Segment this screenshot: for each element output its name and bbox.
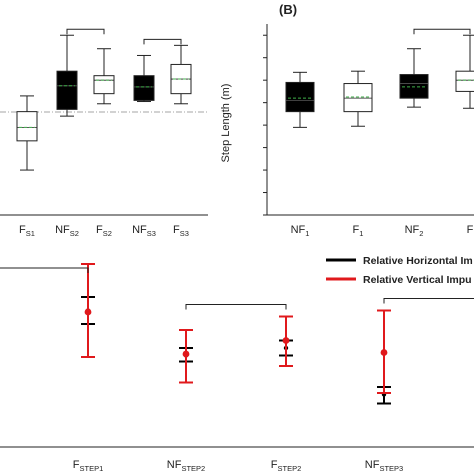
- box: [16, 111, 38, 142]
- box: [56, 70, 78, 110]
- category-label-subscript: STEP2: [277, 464, 301, 473]
- mean-point: [282, 337, 290, 344]
- category-label: NF1: [291, 224, 310, 238]
- category-label-subscript: S3: [180, 229, 189, 238]
- box: [343, 83, 373, 113]
- category-label-main: NF: [365, 459, 380, 471]
- impulse-errorbar-panel: Relative Horizontal Im Relative Vertical…: [0, 255, 474, 473]
- category-label: NFS2: [55, 224, 79, 238]
- category-label-subscript: 1: [359, 229, 363, 238]
- category-label-subscript: S3: [147, 229, 156, 238]
- category-label-main: F: [173, 224, 180, 236]
- category-label-main: F: [467, 224, 474, 236]
- category-label-subscript: STEP1: [79, 464, 103, 473]
- left-boxplot-panel: FS1 NFS2 FS2 NFS3 FS3: [0, 28, 208, 238]
- category-label-main: F: [19, 224, 26, 236]
- category-label-main: NF: [291, 224, 306, 236]
- category-label: FS3: [173, 224, 189, 238]
- legend: Relative Horizontal Im Relative Vertical…: [326, 255, 473, 286]
- category-label-main: NF: [405, 224, 420, 236]
- significance-bracket: [413, 28, 471, 35]
- category-label-main: F: [353, 224, 360, 236]
- category-label-subscript: STEP2: [181, 464, 205, 473]
- category-label: NFSTEP2: [167, 459, 205, 473]
- box: [399, 74, 429, 99]
- category-label-subscript: STEP3: [379, 464, 403, 473]
- category-label-subscript: S2: [70, 229, 79, 238]
- significance-bracket: [143, 38, 182, 45]
- category-label: FSTEP2: [271, 459, 302, 473]
- box: [93, 75, 115, 95]
- category-label: NF2: [405, 224, 424, 238]
- category-label: FS1: [19, 224, 35, 238]
- step-length-panel: (B) Step Length (m) NF1 F1 NF2 F: [220, 2, 474, 238]
- significance-bracket: [383, 298, 474, 304]
- significance-bracket: [0, 267, 89, 273]
- category-label: F: [467, 224, 474, 236]
- category-label-subscript: S1: [26, 229, 35, 238]
- category-label-main: F: [271, 459, 278, 471]
- significance-bracket: [185, 304, 287, 310]
- category-label: NFSTEP3: [365, 459, 403, 473]
- category-label-subscript: S2: [103, 229, 112, 238]
- y-axis-title: Step Length (m): [220, 84, 232, 163]
- category-label-main: F: [96, 224, 103, 236]
- mean-point: [182, 350, 190, 358]
- panel-b-label: (B): [279, 2, 297, 17]
- category-label: F1: [353, 224, 364, 238]
- box: [285, 81, 315, 113]
- mean-point: [84, 308, 92, 316]
- legend-label-vertical: Relative Vertical Impu: [363, 274, 472, 286]
- category-label: FSTEP1: [73, 459, 104, 473]
- category-label: NFS3: [132, 224, 156, 238]
- category-label-subscript: 1: [305, 229, 309, 238]
- significance-bracket: [66, 28, 105, 35]
- category-label-subscript: 2: [419, 229, 423, 238]
- category-label-main: NF: [167, 459, 182, 471]
- category-label-main: F: [73, 459, 80, 471]
- category-label: FS2: [96, 224, 112, 238]
- box: [133, 75, 155, 101]
- category-label-main: NF: [132, 224, 147, 236]
- category-label-main: NF: [55, 224, 70, 236]
- legend-label-horizontal: Relative Horizontal Im: [363, 255, 473, 267]
- box: [455, 70, 474, 92]
- mean-point: [380, 349, 388, 356]
